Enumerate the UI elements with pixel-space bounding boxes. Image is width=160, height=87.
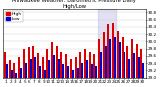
Bar [112,23,114,78]
Bar [32,46,34,78]
Bar [13,62,16,78]
Bar [105,46,107,78]
Bar [84,49,86,78]
Bar [119,42,121,78]
Bar [72,70,74,78]
Bar [124,52,125,78]
Legend: High, Low: High, Low [5,11,23,22]
Bar [98,9,116,78]
Bar [81,62,83,78]
Bar [70,59,72,78]
Bar [11,70,13,78]
Bar [28,47,30,78]
Bar [34,57,36,78]
Bar [131,39,133,78]
Bar [48,60,50,78]
Bar [44,70,46,78]
Bar [62,64,64,78]
Bar [60,52,62,78]
Bar [142,62,144,78]
Bar [20,68,22,78]
Bar [109,39,111,78]
Bar [46,49,48,78]
Bar [51,42,53,78]
Bar [23,49,25,78]
Bar [122,37,124,78]
Bar [75,57,76,78]
Bar [58,59,60,78]
Bar [65,54,67,78]
Bar [138,57,140,78]
Bar [136,44,138,78]
Bar [25,62,27,78]
Bar [140,49,142,78]
Bar [91,64,93,78]
Bar [108,24,109,78]
Bar [89,52,91,78]
Bar [18,57,20,78]
Bar [53,55,55,78]
Bar [86,60,88,78]
Title: Milwaukee Weather: Barometric Pressure Daily High/Low: Milwaukee Weather: Barometric Pressure D… [12,0,136,9]
Bar [42,57,44,78]
Bar [133,53,135,78]
Bar [6,64,8,78]
Bar [9,60,11,78]
Bar [93,54,95,78]
Bar [103,32,105,78]
Bar [56,46,58,78]
Bar [117,31,119,78]
Bar [37,53,39,78]
Bar [98,39,100,78]
Bar [79,52,81,78]
Bar [39,66,41,78]
Bar [30,59,32,78]
Bar [95,66,97,78]
Bar [126,46,128,78]
Bar [114,37,116,78]
Bar [128,59,130,78]
Bar [67,66,69,78]
Bar [16,73,17,78]
Bar [100,52,102,78]
Bar [4,52,6,78]
Bar [76,68,79,78]
